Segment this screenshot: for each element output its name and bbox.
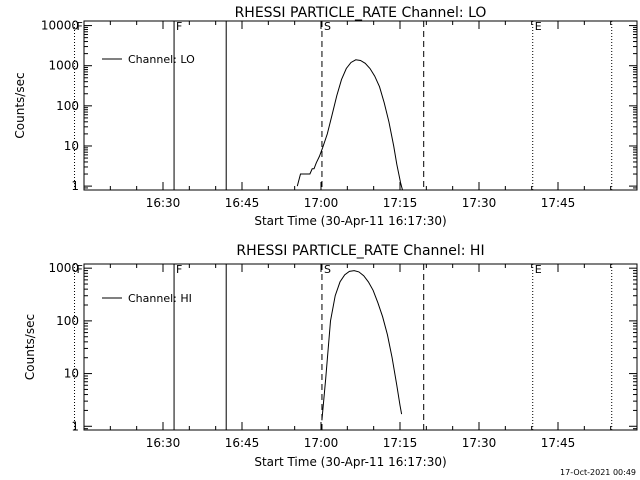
marker-label-flag-f: F	[77, 263, 83, 276]
x-tick-label: 16:45	[225, 436, 260, 450]
y-axis-label: Counts/sec	[13, 72, 27, 138]
chart-title: RHESSI PARTICLE_RATE Channel: LO	[235, 5, 487, 21]
y-tick-label: 1000	[48, 59, 79, 73]
chart-title: RHESSI PARTICLE_RATE Channel: HI	[236, 243, 484, 259]
datestamp: 17-Oct-2021 00:49	[560, 468, 636, 477]
plot-frame	[83, 263, 638, 431]
x-tick-label: 17:00	[304, 196, 339, 210]
x-axis-label: Start Time (30-Apr-11 16:17:30)	[254, 214, 446, 228]
x-tick-label: 17:30	[462, 436, 497, 450]
marker-label-flag-f2: F	[176, 263, 182, 276]
x-tick-label: 17:30	[462, 196, 497, 210]
y-axis-label: Counts/sec	[23, 314, 37, 380]
y-tick-label: 10000	[41, 19, 79, 33]
x-tick-label: 16:30	[146, 436, 181, 450]
marker-label-flag-e: E	[535, 20, 542, 33]
y-tick-label: 1000	[48, 261, 79, 275]
y-tick-label: 100	[56, 99, 79, 113]
panel-hi: RHESSI PARTICLE_RATE Channel: HI Start Ti…	[23, 243, 638, 469]
series-line	[296, 59, 403, 191]
y-tick-label: 100	[56, 314, 79, 328]
legend-label: Channel: LO	[128, 53, 195, 66]
marker-label-flag-e: E	[535, 263, 542, 276]
x-tick-label: 17:15	[383, 196, 418, 210]
x-tick-label: 17:00	[304, 436, 339, 450]
y-tick-label: 1	[71, 179, 79, 193]
x-tick-label: 17:45	[541, 436, 576, 450]
panel-lo: RHESSI PARTICLE_RATE Channel: LO Start Ti…	[13, 5, 638, 228]
x-tick-label: 16:30	[146, 196, 181, 210]
marker-label-flag-s: S	[324, 20, 331, 33]
legend-label: Channel: HI	[128, 292, 192, 305]
marker-label-flag-s: S	[324, 263, 331, 276]
x-tick-label: 17:15	[383, 436, 418, 450]
x-tick-label: 16:45	[225, 196, 260, 210]
marker-label-flag-f2: F	[176, 20, 182, 33]
y-tick-label: 1	[71, 419, 79, 433]
x-axis-label: Start Time (30-Apr-11 16:17:30)	[254, 455, 446, 469]
plot-frame	[83, 20, 638, 191]
series-line	[321, 270, 403, 421]
x-tick-label: 17:45	[541, 196, 576, 210]
marker-label-flag-f: F	[77, 20, 83, 33]
y-tick-label: 10	[64, 367, 79, 381]
y-tick-label: 10	[64, 139, 79, 153]
